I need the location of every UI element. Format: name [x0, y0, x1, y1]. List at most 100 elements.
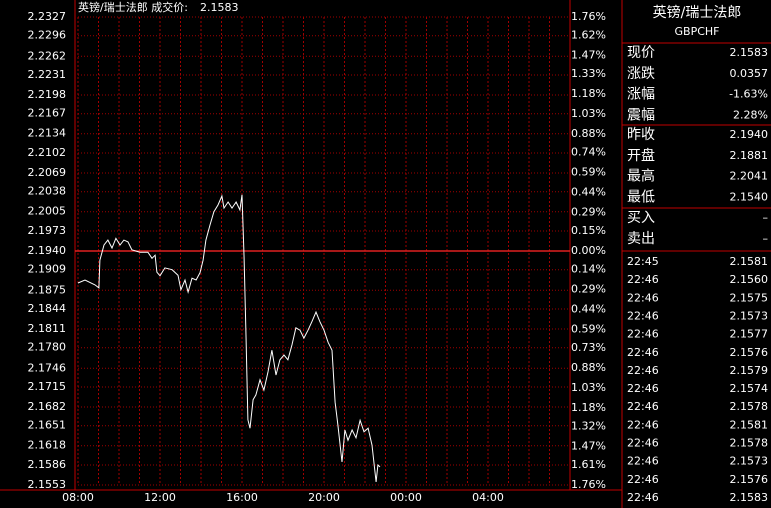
y2-tick-label: 0.29% [571, 205, 606, 218]
price-line [77, 194, 381, 483]
header-price: 2.1583 [200, 1, 239, 14]
x-tick-label: 16:00 [226, 491, 258, 504]
quote-value: – [763, 211, 769, 224]
tick-price: 2.1578 [730, 437, 769, 450]
y2-tick-label: 1.47% [571, 49, 606, 62]
y-tick-label: 2.2262 [28, 49, 67, 62]
tick-price: 2.1576 [730, 473, 769, 486]
y-tick-label: 2.1586 [28, 458, 67, 471]
y2-tick-label: 1.47% [571, 439, 606, 452]
y-tick-label: 2.1844 [28, 302, 67, 315]
y2-tick-label: 0.15% [571, 224, 606, 237]
x-tick-label: 12:00 [144, 491, 176, 504]
tick-price: 2.1578 [730, 400, 769, 413]
x-tick-label: 20:00 [308, 491, 340, 504]
y-tick-label: 2.1973 [28, 224, 67, 237]
tick-price: 2.1574 [730, 382, 769, 395]
tick-time: 22:46 [627, 346, 659, 359]
y-tick-label: 2.2327 [28, 10, 67, 23]
y-tick-label: 2.1875 [28, 283, 67, 296]
tick-time: 22:46 [627, 473, 659, 486]
y-tick-label: 2.1618 [28, 439, 67, 452]
y2-tick-label: 0.29% [571, 283, 606, 296]
quote-value: 2.2041 [730, 170, 769, 183]
y-tick-label: 2.1746 [28, 361, 67, 374]
y2-tick-label: 1.76% [571, 10, 606, 23]
y-tick-label: 2.2198 [28, 88, 67, 101]
y2-tick-label: 1.61% [571, 458, 606, 471]
tick-time: 22:46 [627, 309, 659, 322]
quote-value: 2.1881 [730, 149, 769, 162]
y2-tick-label: 0.59% [571, 166, 606, 179]
tick-price: 2.1581 [730, 255, 769, 268]
tick-time: 22:46 [627, 437, 659, 450]
y-tick-label: 2.2005 [28, 205, 67, 218]
y-tick-label: 2.2134 [28, 127, 67, 140]
panel-title: 英镑/瑞士法郎 [653, 4, 742, 21]
y2-tick-label: 0.44% [571, 186, 606, 199]
tick-price: 2.1573 [730, 309, 769, 322]
tick-price: 2.1581 [730, 418, 769, 431]
quote-label: 涨跌 [627, 66, 655, 82]
y2-tick-label: 1.76% [571, 478, 606, 491]
tick-time: 22:46 [627, 400, 659, 413]
y-tick-label: 2.1553 [28, 478, 67, 491]
tick-price: 2.1573 [730, 455, 769, 468]
tick-time: 22:46 [627, 328, 659, 341]
tick-time: 22:46 [627, 418, 659, 431]
quote-label: 现价 [627, 45, 655, 61]
y-tick-label: 2.2296 [28, 29, 67, 42]
y2-tick-label: 0.59% [571, 322, 606, 335]
y-tick-label: 2.1651 [28, 419, 67, 432]
quote-value: 2.1583 [730, 46, 769, 59]
tick-time: 22:46 [627, 455, 659, 468]
y2-tick-label: 1.33% [571, 67, 606, 80]
y2-tick-label: 1.62% [571, 29, 606, 42]
quote-value: 2.28% [733, 108, 768, 121]
y-tick-label: 2.1811 [28, 322, 67, 335]
y-tick-label: 2.2167 [28, 107, 67, 120]
y2-tick-label: 0.73% [571, 341, 606, 354]
panel-symbol: GBPCHF [675, 25, 720, 38]
tick-time: 22:46 [627, 291, 659, 304]
quote-value: 2.1540 [730, 190, 769, 203]
quote-label: 震幅 [627, 107, 655, 123]
quote-value: – [763, 232, 769, 245]
y2-tick-label: 0.00% [571, 244, 606, 257]
x-tick-label: 00:00 [390, 491, 422, 504]
y2-tick-label: 1.18% [571, 87, 606, 100]
quote-label: 涨幅 [627, 87, 655, 103]
y2-tick-label: 1.32% [571, 420, 606, 433]
quote-value: 0.0357 [730, 67, 769, 80]
y-tick-label: 2.1780 [28, 341, 67, 354]
y-tick-label: 2.1682 [28, 400, 67, 413]
quote-label: 买入 [627, 210, 655, 226]
quote-label: 最高 [627, 168, 655, 185]
quote-value: -1.63% [729, 88, 768, 101]
tick-price: 2.1560 [730, 273, 769, 286]
tick-time: 22:46 [627, 364, 659, 377]
quote-label: 开盘 [627, 147, 655, 164]
y2-tick-label: 1.03% [571, 381, 606, 394]
y-tick-label: 2.1940 [28, 244, 67, 257]
y-tick-label: 2.2231 [28, 68, 67, 81]
quote-label: 昨收 [627, 127, 655, 143]
quote-value: 2.1940 [730, 128, 769, 141]
tick-price: 2.1575 [730, 291, 769, 304]
tick-time: 22:46 [627, 491, 659, 504]
tick-time: 22:46 [627, 382, 659, 395]
y2-tick-label: 0.88% [571, 127, 606, 140]
tick-price: 2.1576 [730, 346, 769, 359]
y-tick-label: 2.2102 [28, 146, 67, 159]
tick-time: 22:45 [627, 255, 659, 268]
y-tick-label: 2.2038 [28, 185, 67, 198]
y2-tick-label: 1.03% [571, 107, 606, 120]
quote-label: 最低 [627, 189, 655, 205]
tick-price: 2.1577 [730, 328, 769, 341]
tick-time: 22:46 [627, 273, 659, 286]
y2-tick-label: 0.74% [571, 146, 606, 159]
y-tick-label: 2.2069 [28, 166, 67, 179]
tick-price: 2.1583 [730, 491, 769, 504]
x-tick-label: 04:00 [472, 491, 504, 504]
